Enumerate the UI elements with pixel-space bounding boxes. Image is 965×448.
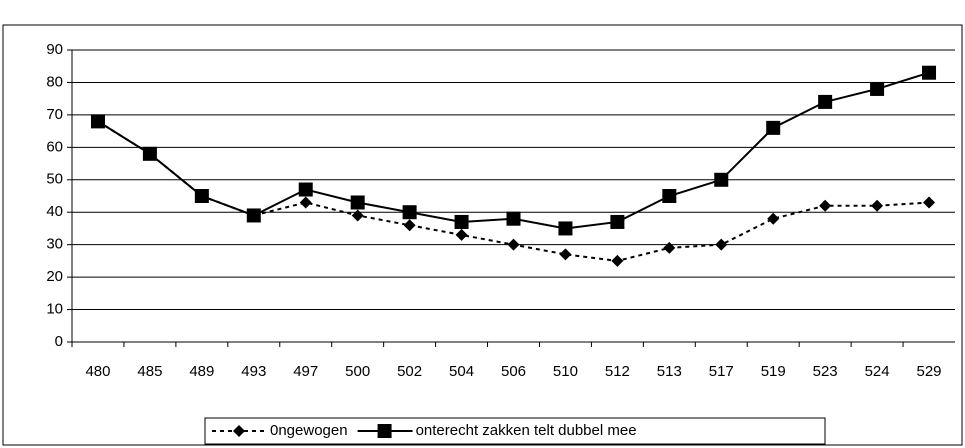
y-tick-label: 80 [46, 73, 63, 90]
marker [818, 94, 833, 109]
y-tick-label: 40 [46, 203, 63, 220]
marker [662, 189, 677, 203]
marker [298, 182, 313, 197]
marker [350, 195, 365, 210]
marker [377, 424, 392, 438]
marker [611, 254, 624, 267]
marker [871, 199, 884, 212]
legend-label: 0ngewogen [270, 422, 348, 439]
x-tick-label: 502 [397, 363, 422, 380]
legend-label: onterecht zakken telt dubbel mee [416, 422, 637, 439]
x-tick-label: 506 [501, 363, 526, 380]
marker [90, 114, 105, 129]
x-tick-label: 493 [241, 363, 266, 380]
y-tick-label: 50 [46, 171, 63, 188]
marker [715, 238, 728, 251]
marker [819, 199, 832, 212]
marker [559, 248, 572, 261]
marker [142, 146, 157, 161]
marker [454, 214, 469, 229]
y-tick-label: 0 [55, 333, 63, 350]
marker [233, 425, 245, 437]
marker [455, 228, 468, 241]
chart-border [2, 24, 963, 446]
x-tick-label: 489 [189, 363, 214, 380]
x-tick-label: 510 [553, 363, 578, 380]
x-tick-label: 517 [709, 363, 734, 380]
y-tick-label: 20 [46, 268, 63, 285]
x-tick-label: 500 [345, 363, 370, 380]
marker [558, 221, 573, 236]
marker [194, 189, 209, 203]
y-tick-label: 90 [46, 41, 63, 58]
marker [922, 65, 937, 80]
x-tick-label: 523 [813, 363, 838, 380]
y-tick-label: 10 [46, 301, 63, 318]
marker [714, 172, 729, 187]
y-tick-label: 30 [46, 236, 63, 253]
x-tick-label: 513 [657, 363, 682, 380]
x-tick-label: 519 [761, 363, 786, 380]
y-tick-label: 60 [46, 138, 63, 155]
marker [870, 81, 885, 96]
legend-box [204, 417, 826, 445]
x-tick-label: 497 [293, 363, 318, 380]
marker [299, 196, 312, 209]
marker [507, 238, 520, 251]
x-tick-label: 524 [865, 363, 890, 380]
x-tick-label: 529 [917, 363, 942, 380]
marker [923, 196, 936, 209]
marker [767, 212, 780, 225]
x-tick-label: 485 [137, 363, 162, 380]
marker [402, 205, 417, 220]
marker [663, 241, 676, 254]
marker [766, 120, 781, 135]
marker [246, 208, 261, 223]
marker [506, 211, 521, 226]
x-tick-label: 504 [449, 363, 474, 380]
marker [403, 219, 416, 232]
marker [610, 214, 625, 229]
marker [351, 209, 364, 222]
x-tick-label: 480 [85, 363, 110, 380]
y-tick-label: 70 [46, 106, 63, 123]
x-tick-label: 512 [605, 363, 630, 380]
